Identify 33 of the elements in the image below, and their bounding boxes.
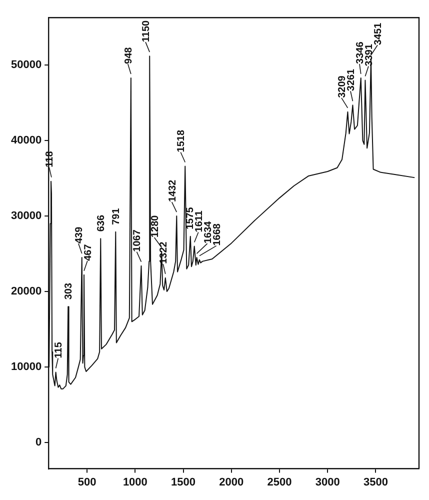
x-tick-label: 2000 [219, 476, 244, 488]
y-tick-label: 10000 [10, 360, 42, 373]
y-tick-label: 40000 [10, 134, 42, 147]
x-tick-label: 2500 [267, 476, 292, 488]
annotation: 1432 [167, 179, 178, 202]
x-tick-label: 500 [78, 476, 96, 488]
annotation: 467 [82, 244, 94, 261]
annotation: 303 [64, 282, 75, 300]
annotation: 1575 [184, 206, 196, 230]
x-tick-label: 1500 [171, 476, 196, 488]
annotation: 1634 [202, 220, 214, 244]
annotation: 3451 [373, 22, 384, 46]
annotation: 1150 [141, 20, 152, 42]
y-tick-label: 0 [35, 436, 42, 448]
y-tick-label: 20000 [10, 286, 42, 298]
x-tick-label: 3000 [315, 476, 340, 488]
annotation: 636 [96, 214, 108, 232]
annotation: 3261 [346, 68, 358, 92]
annotation: 1067 [132, 229, 144, 252]
annotation: 3346 [355, 41, 366, 64]
annotation: 439 [74, 226, 85, 244]
annotation: 115 [54, 342, 65, 358]
x-tick-label: 1000 [122, 476, 148, 488]
annotation: 948 [123, 46, 134, 64]
y-tick-label: 30000 [10, 210, 42, 222]
annotation: 1280 [150, 214, 161, 238]
annotation: 1518 [176, 130, 188, 152]
annotation: 1668 [212, 223, 223, 246]
annotation: 3209 [337, 75, 348, 98]
x-tick-label: 3500 [363, 476, 388, 488]
annotation: 1611 [194, 210, 205, 232]
annotation: 791 [111, 208, 122, 225]
y-tick-label: 50000 [10, 59, 42, 72]
